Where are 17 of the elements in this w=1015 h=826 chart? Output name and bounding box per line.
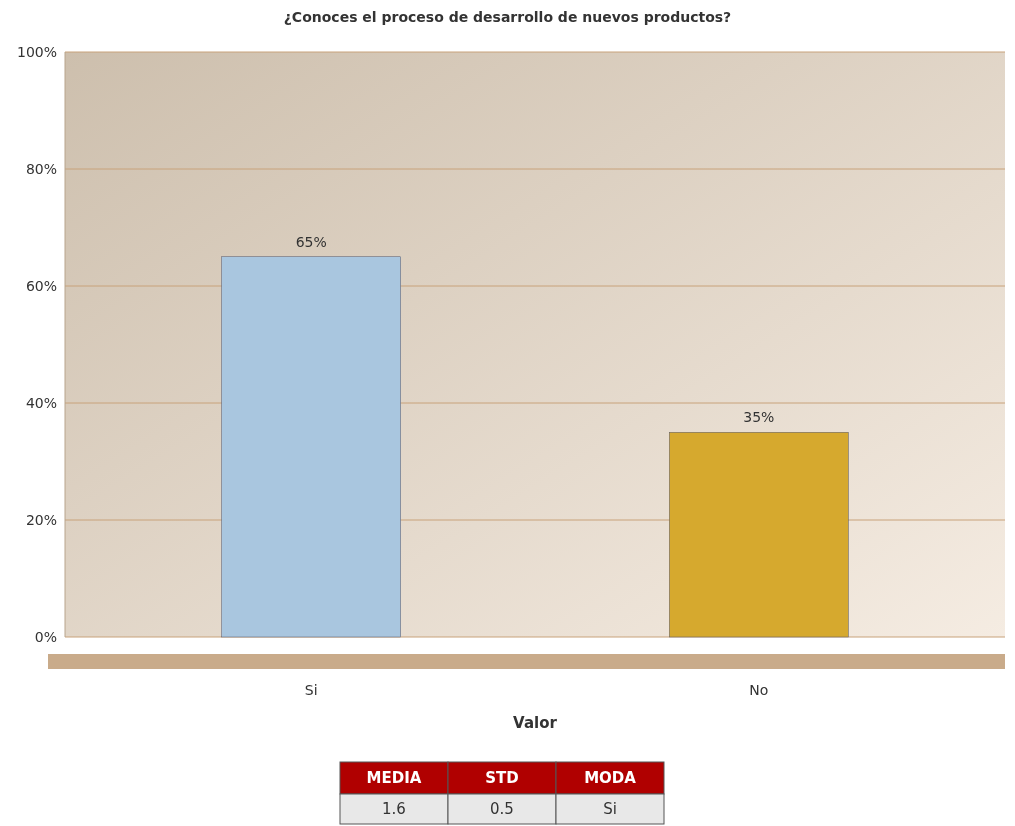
- text: 0.5: [490, 800, 514, 818]
- text: Si: [603, 800, 617, 818]
- y-tick-label: 100%: [16, 43, 57, 60]
- text: 1.6: [382, 800, 406, 818]
- chart-title: ¿Conoces el proceso de desarrollo de nuevos productos?: [283, 9, 732, 25]
- text: MODA: [584, 769, 637, 787]
- y-tick-label: 40%: [25, 394, 57, 411]
- text: MEDIA: [366, 769, 422, 787]
- y-tick-label: 60%: [25, 277, 57, 294]
- text: STD: [485, 769, 519, 787]
- y-tick-label: 20%: [25, 511, 57, 528]
- x-axis-title: Valor: [513, 714, 558, 732]
- data-label: 35%: [743, 409, 775, 426]
- y-tick-label: 80%: [25, 160, 57, 177]
- y-tick-label: 0%: [34, 628, 57, 645]
- data-label: 65%: [295, 233, 327, 250]
- x-tick-label: No: [749, 682, 769, 698]
